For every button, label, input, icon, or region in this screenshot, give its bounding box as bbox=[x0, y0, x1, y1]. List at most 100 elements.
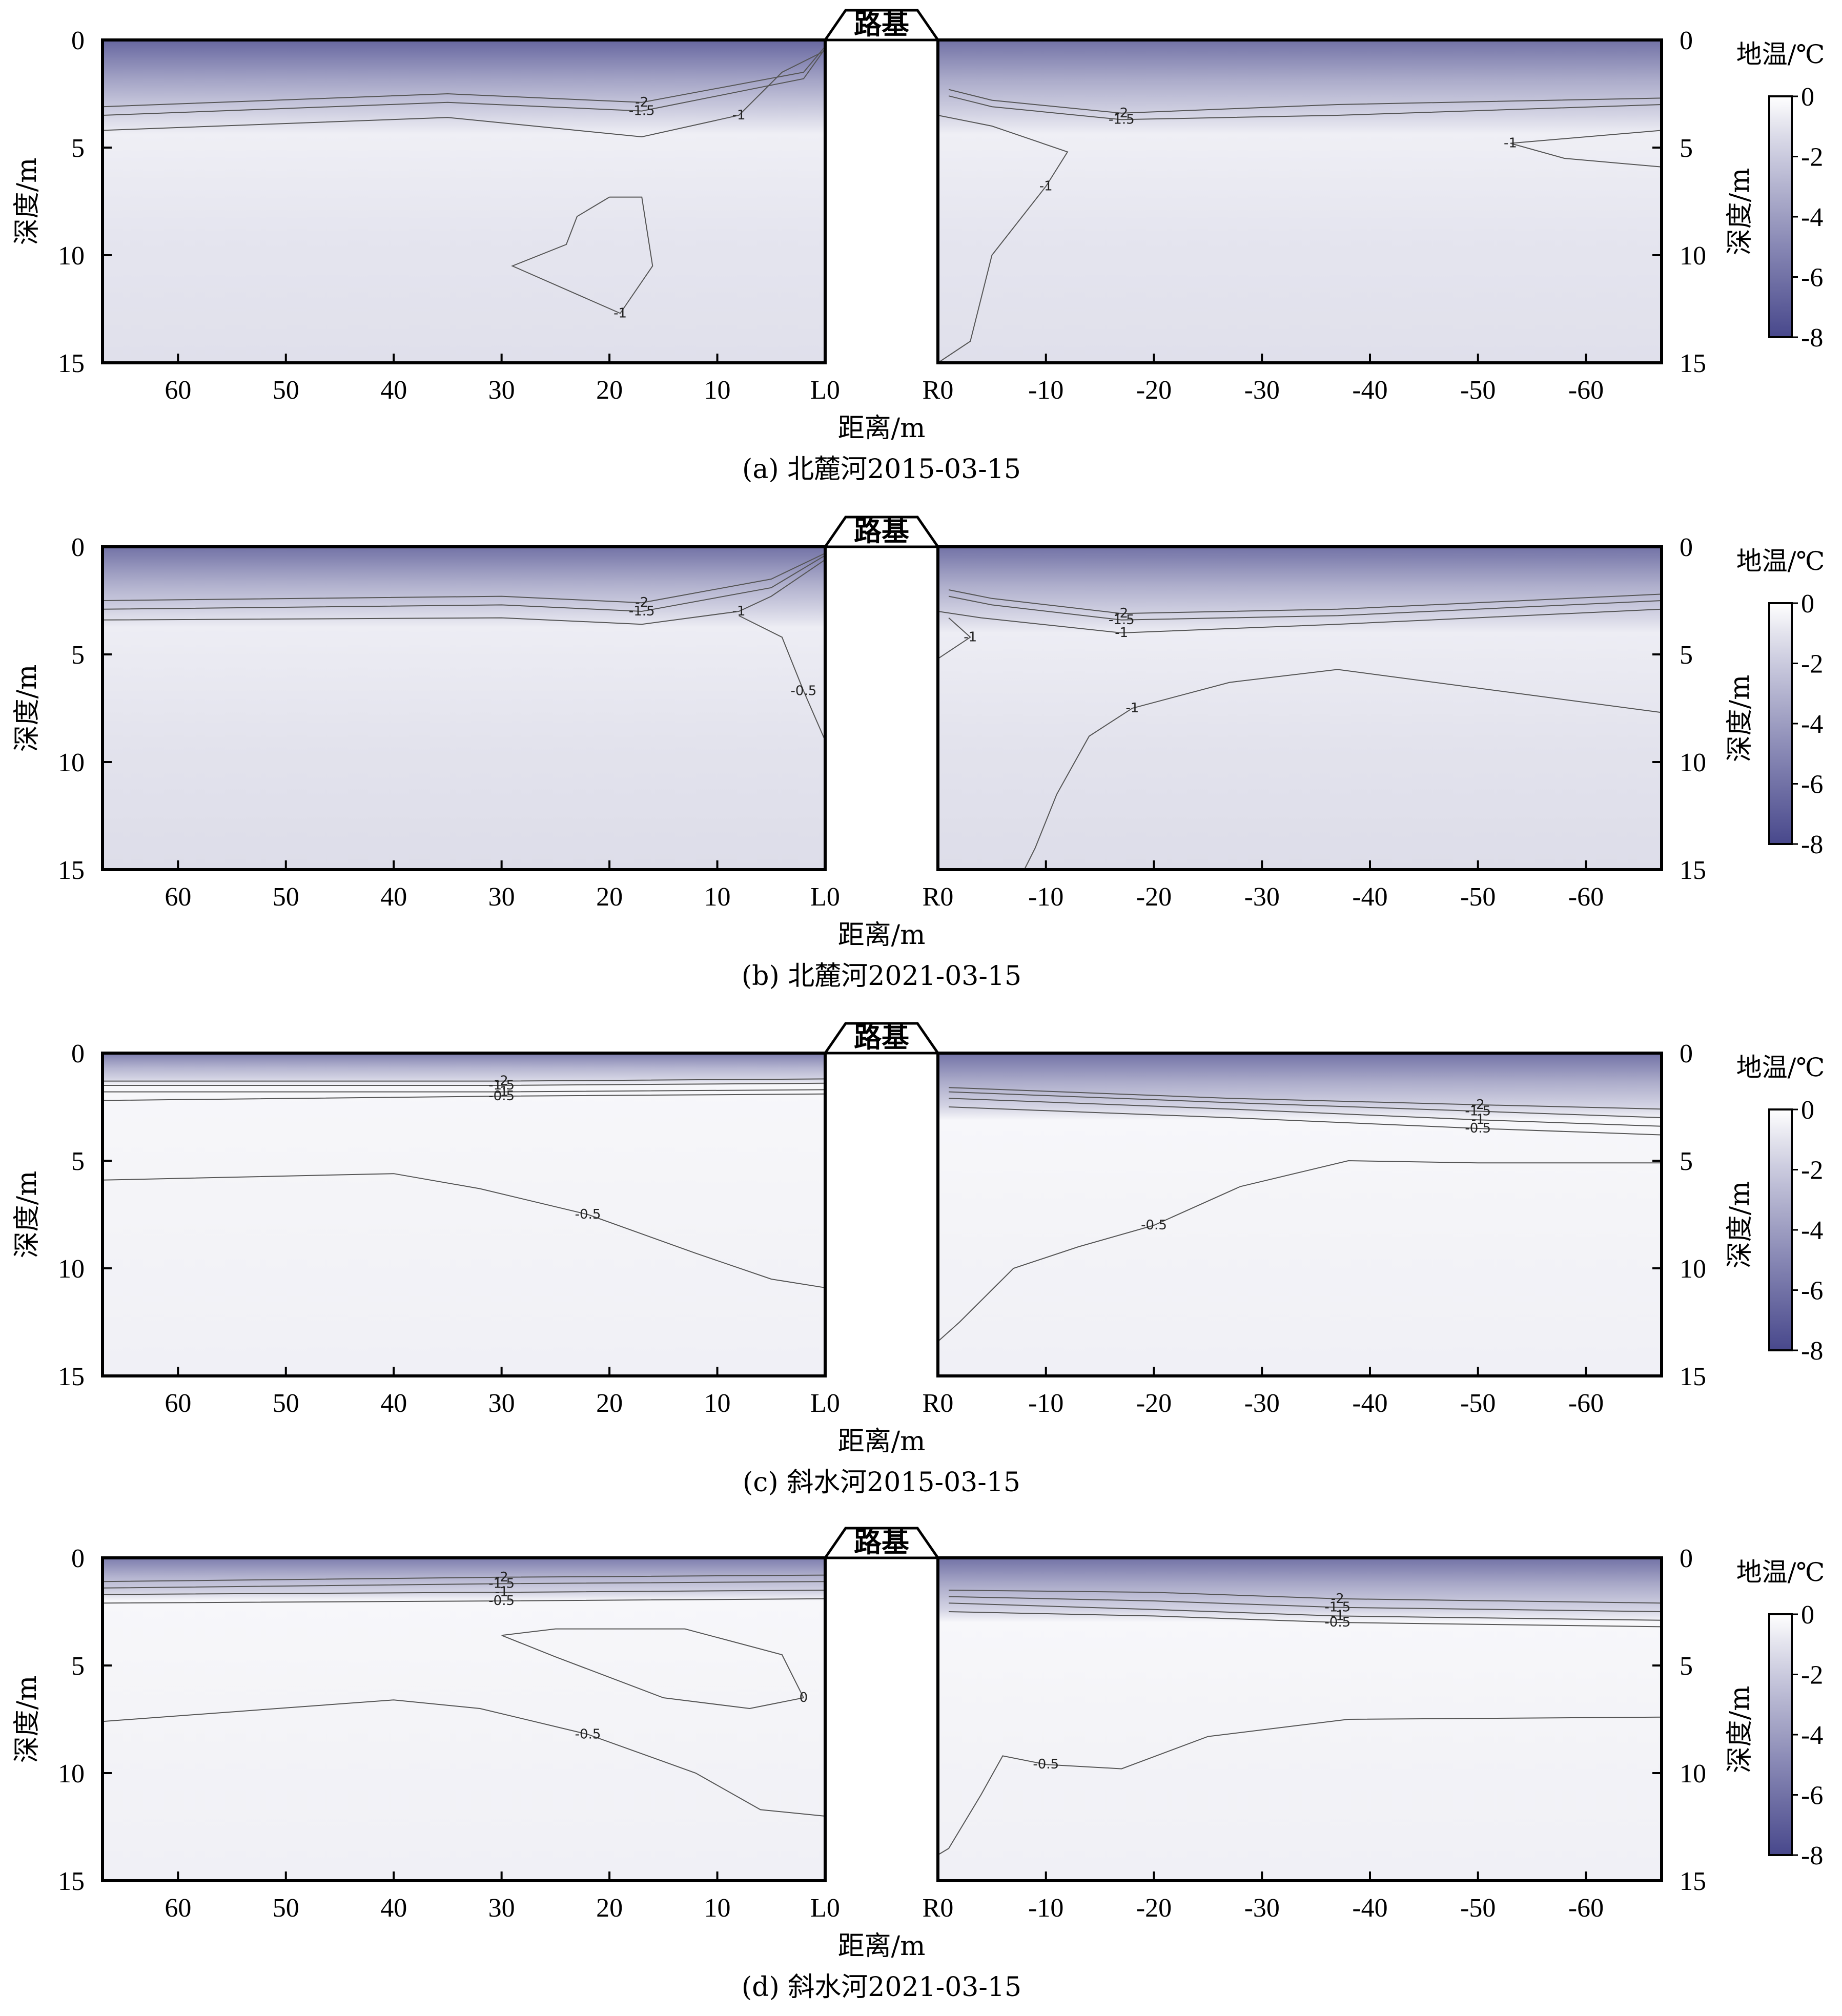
contour-label-left-1: -1.5 bbox=[629, 604, 655, 619]
y-tick-label-right: 15 bbox=[1680, 349, 1706, 378]
x-tick-label-right: -50 bbox=[1460, 1894, 1496, 1923]
y-tick-label-left: 0 bbox=[71, 26, 85, 55]
x-tick-label-right: -60 bbox=[1568, 1894, 1604, 1923]
contour-label-left-0: -2 bbox=[495, 1570, 508, 1585]
contour-line-left-5 bbox=[102, 1699, 826, 1817]
x-tick-label-right: -30 bbox=[1244, 1389, 1280, 1418]
colorbar-tick-label: -8 bbox=[1801, 830, 1823, 859]
y-tick-label-right: 0 bbox=[1680, 533, 1693, 562]
contour-label-left-3: -0.5 bbox=[488, 1088, 515, 1104]
contour-line-left-3 bbox=[739, 615, 826, 741]
colorbar-tick-label: -2 bbox=[1801, 143, 1823, 172]
colorbar-tick-label: -6 bbox=[1801, 1781, 1823, 1811]
y-tick-label-right: 5 bbox=[1680, 1652, 1693, 1681]
contour-line-right-0 bbox=[949, 1590, 1662, 1604]
contour-label-right-0: -2 bbox=[1331, 1591, 1344, 1607]
contour-line-right-3 bbox=[937, 617, 971, 660]
contour-label-left-5: -0.5 bbox=[575, 1726, 601, 1742]
contour-label-left-0: -2 bbox=[635, 95, 648, 110]
x-tick-label-left: 50 bbox=[273, 1389, 299, 1418]
contour-label-right-0: -2 bbox=[1115, 606, 1128, 621]
contour-label-right-3: -1 bbox=[964, 629, 977, 645]
x-tick-label-left: 20 bbox=[596, 1894, 623, 1923]
x-tick-label-right: -60 bbox=[1568, 376, 1604, 405]
x-tick-label-right: -60 bbox=[1568, 882, 1604, 912]
contour-line-right-3 bbox=[949, 1106, 1662, 1136]
colorbar-tick-label: -8 bbox=[1801, 1841, 1823, 1870]
contour-label-right-1: -1.5 bbox=[1109, 612, 1135, 628]
contour-line-right-4 bbox=[1024, 669, 1662, 870]
contour-label-left-1: -1.5 bbox=[488, 1576, 515, 1591]
contour-line-left-3 bbox=[511, 196, 653, 314]
contour-line-right-1 bbox=[949, 1091, 1662, 1118]
embankment-label: 路基 bbox=[854, 1021, 909, 1054]
embankment-label: 路基 bbox=[854, 515, 909, 547]
x-tick-label-right: -20 bbox=[1136, 1389, 1172, 1418]
temperature-field-left bbox=[103, 547, 825, 870]
contour-label-right-3: -1 bbox=[1504, 136, 1517, 151]
contour-line-right-0 bbox=[948, 89, 1662, 114]
y-tick-label-right: 10 bbox=[1680, 1254, 1706, 1284]
x-tick-label-right: -30 bbox=[1244, 1894, 1280, 1923]
y-tick-label-left: 0 bbox=[71, 1039, 85, 1068]
x-tick-label-right: -10 bbox=[1028, 882, 1063, 912]
plot-frame-right bbox=[936, 38, 1663, 364]
x-tick-label-right: -50 bbox=[1460, 882, 1496, 912]
x-tick-label-right: R0 bbox=[923, 376, 954, 405]
contour-line-right-2 bbox=[949, 1602, 1662, 1621]
colorbar-tick-label: -6 bbox=[1801, 1277, 1823, 1306]
colorbar-tick-label: -2 bbox=[1801, 1156, 1823, 1185]
contour-line-right-0 bbox=[948, 589, 1662, 614]
temperature-field-left bbox=[103, 1558, 825, 1881]
contour-label-right-4: -0.5 bbox=[1141, 1218, 1167, 1233]
temperature-field-right bbox=[938, 1053, 1662, 1376]
x-tick-label-right: R0 bbox=[923, 1389, 954, 1418]
x-tick-label-left: 20 bbox=[596, 882, 623, 912]
y-tick-label-right: 10 bbox=[1680, 1759, 1706, 1788]
contour-label-left-4: -0.5 bbox=[575, 1207, 601, 1222]
x-tick-label-right: -60 bbox=[1568, 1389, 1604, 1418]
contour-line-right-1 bbox=[948, 95, 1662, 120]
panel-caption: (c) 斜水河2015-03-15 bbox=[743, 1467, 1020, 1498]
contour-line-left-0 bbox=[102, 46, 826, 108]
x-tick-label-right: -20 bbox=[1136, 1894, 1172, 1923]
plot-frame-left bbox=[101, 1556, 827, 1882]
contour-label-right-1: -1.5 bbox=[1324, 1600, 1350, 1615]
contour-label-left-2: -1 bbox=[732, 108, 746, 123]
colorbar bbox=[1768, 1108, 1793, 1351]
temperature-field-left bbox=[103, 40, 825, 363]
x-tick-label-left: 10 bbox=[704, 1389, 731, 1418]
y-tick-label-right: 0 bbox=[1680, 1039, 1693, 1068]
contour-line-left-0 bbox=[102, 1574, 826, 1582]
y-tick-label-right: 10 bbox=[1680, 748, 1706, 777]
y-tick-label-left: 10 bbox=[58, 241, 85, 271]
contour-line-left-1 bbox=[103, 1082, 826, 1086]
x-tick-label-left: L0 bbox=[810, 882, 840, 912]
contour-line-right-2 bbox=[937, 608, 1662, 634]
y-tick-label-left: 10 bbox=[58, 748, 85, 777]
contour-label-right-1: -1.5 bbox=[1465, 1103, 1491, 1119]
x-tick-label-right: -30 bbox=[1244, 376, 1280, 405]
colorbar-tick-label: 0 bbox=[1801, 589, 1814, 619]
x-tick-label-left: 20 bbox=[596, 376, 623, 405]
y-tick-label-left: 0 bbox=[71, 533, 85, 562]
x-tick-label-right: -20 bbox=[1136, 882, 1172, 912]
y-tick-label-left: 10 bbox=[58, 1759, 85, 1788]
contour-line-left-4 bbox=[501, 1628, 805, 1710]
colorbar-tick-label: -8 bbox=[1801, 1336, 1823, 1366]
colorbar-tick-label: -4 bbox=[1801, 710, 1823, 739]
y-tick-label-right: 0 bbox=[1680, 26, 1693, 55]
x-tick-label-left: 40 bbox=[380, 1389, 407, 1418]
x-axis-title: 距离/m bbox=[838, 1931, 926, 1962]
x-tick-label-left: L0 bbox=[810, 1894, 840, 1923]
x-tick-label-left: 30 bbox=[488, 882, 515, 912]
y-tick-label-left: 15 bbox=[58, 1362, 85, 1391]
x-tick-label-right: -50 bbox=[1460, 376, 1496, 405]
x-tick-label-left: 40 bbox=[380, 1894, 407, 1923]
colorbar-tick-label: -8 bbox=[1801, 323, 1823, 353]
y-tick-label-right: 15 bbox=[1680, 1362, 1706, 1391]
